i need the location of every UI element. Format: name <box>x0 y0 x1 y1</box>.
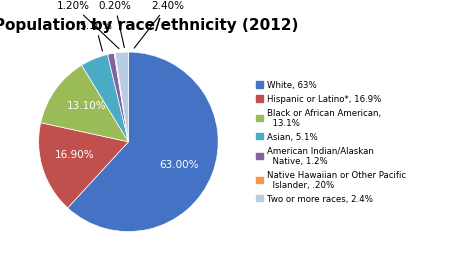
Wedge shape <box>115 53 128 142</box>
Wedge shape <box>41 66 128 142</box>
Wedge shape <box>107 54 128 142</box>
Wedge shape <box>82 55 128 142</box>
Text: 5.10%: 5.10% <box>79 21 112 52</box>
Wedge shape <box>68 53 218 232</box>
Wedge shape <box>39 123 128 208</box>
Text: 16.90%: 16.90% <box>54 150 94 160</box>
Text: 13.10%: 13.10% <box>67 101 106 111</box>
Text: 63.00%: 63.00% <box>160 159 199 169</box>
Legend: White, 63%, Hispanic or Latino*, 16.9%, Black or African American,
  13.1%, Asia: White, 63%, Hispanic or Latino*, 16.9%, … <box>256 81 406 203</box>
Text: U.S. Population by race/ethnicity (2012): U.S. Population by race/ethnicity (2012) <box>0 18 298 33</box>
Text: 2.40%: 2.40% <box>134 1 184 49</box>
Wedge shape <box>114 54 128 142</box>
Text: 1.20%: 1.20% <box>57 1 119 50</box>
Text: 0.20%: 0.20% <box>99 1 131 49</box>
